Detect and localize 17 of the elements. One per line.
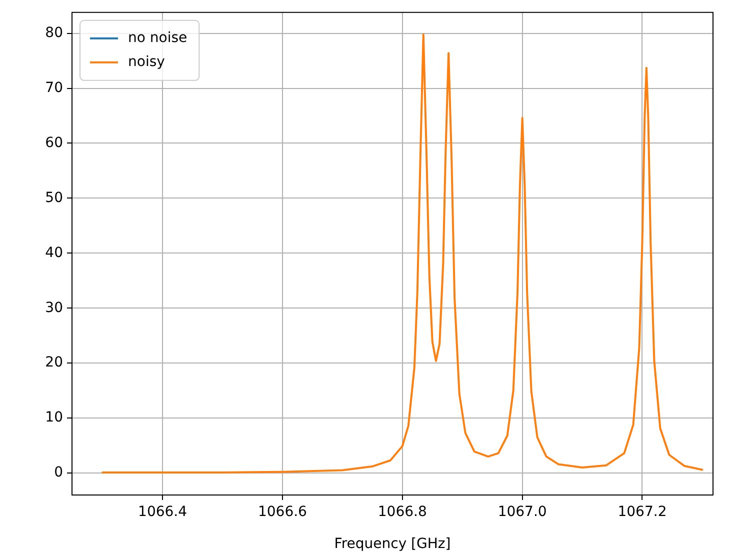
x-tick-label: 1066.8 (378, 504, 427, 520)
x-axis-title: Frequency [GHz] (334, 536, 451, 552)
y-tick-label: 50 (45, 190, 63, 206)
y-tick-label: 70 (45, 80, 63, 96)
x-tick-label: 1066.4 (138, 504, 188, 520)
legend-label: no noise (128, 30, 188, 46)
y-tick-label: 80 (45, 24, 63, 41)
y-tick-label: 60 (45, 134, 63, 151)
y-tick-label: 10 (45, 410, 63, 426)
y-tick-label: 0 (54, 464, 63, 481)
y-tick-label: 20 (45, 354, 63, 371)
legend-label: noisy (128, 54, 165, 70)
x-tick-label: 1067.2 (618, 504, 667, 520)
x-tick-label: 1066.6 (258, 504, 308, 520)
x-tick-label: 1067.0 (498, 504, 547, 520)
y-tick-label: 30 (45, 300, 63, 316)
y-tick-label: 40 (45, 244, 63, 261)
